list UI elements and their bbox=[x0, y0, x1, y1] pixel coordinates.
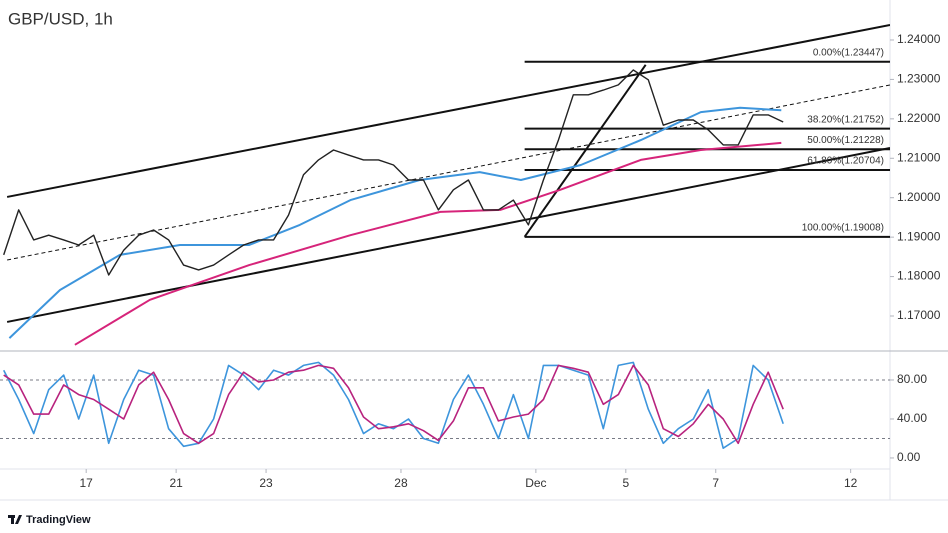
fib-label: 61.80%(1.20704) bbox=[807, 156, 884, 167]
x-tick-label: 23 bbox=[259, 476, 273, 490]
brand-logo: TradingView bbox=[8, 514, 91, 526]
x-tick-label: 28 bbox=[394, 476, 408, 490]
x-tick-label: Dec bbox=[525, 476, 546, 490]
y-tick-label: 1.19000 bbox=[897, 229, 941, 243]
fib-label: 50.00%(1.21228) bbox=[807, 135, 884, 146]
y-tick-label: 80.00 bbox=[897, 372, 927, 386]
fib-label: 0.00%(1.23447) bbox=[813, 47, 884, 58]
trend-line bbox=[6, 24, 890, 198]
chart-title: GBP/USD, 1h bbox=[8, 9, 113, 28]
fib-label: 100.00%(1.19008) bbox=[802, 222, 884, 233]
y-tick-label: 1.23000 bbox=[897, 72, 941, 86]
price-pane: 0.00%(1.23447) 38.20%(1.21752) 50.00%(1.21… bbox=[3, 24, 890, 346]
x-tick-label: 7 bbox=[712, 476, 719, 490]
x-tick-label: 21 bbox=[169, 476, 183, 490]
x-tick-label: 5 bbox=[622, 476, 629, 490]
stoch-line bbox=[2, 361, 784, 449]
y-tick-label: 40.00 bbox=[897, 411, 927, 425]
y-tick-label: 1.21000 bbox=[897, 150, 941, 164]
stoch-line bbox=[3, 364, 784, 445]
logo-shape bbox=[11, 515, 14, 524]
y-tick-label: 1.20000 bbox=[897, 190, 941, 204]
logo-shape bbox=[15, 515, 22, 524]
brand-name: TradingView bbox=[26, 514, 91, 526]
y-tick-label: 0.00 bbox=[897, 450, 921, 464]
trend-line bbox=[523, 64, 647, 238]
y-tick-label: 1.22000 bbox=[897, 111, 941, 125]
y-tick-label: 1.18000 bbox=[897, 269, 941, 283]
y-tick-label: 1.24000 bbox=[897, 32, 941, 46]
price-line bbox=[3, 69, 784, 276]
fib-label: 38.20%(1.21752) bbox=[807, 114, 884, 125]
x-tick-label: 17 bbox=[80, 476, 94, 490]
x-tick-label: 12 bbox=[844, 476, 858, 490]
y-tick-label: 1.17000 bbox=[897, 308, 941, 322]
trend-line bbox=[6, 147, 890, 323]
moving-average bbox=[74, 141, 782, 346]
stoch-pane bbox=[0, 361, 890, 449]
axes: 1.24000 1.23000 1.22000 1.21000 1.20000 1.190… bbox=[80, 32, 941, 490]
